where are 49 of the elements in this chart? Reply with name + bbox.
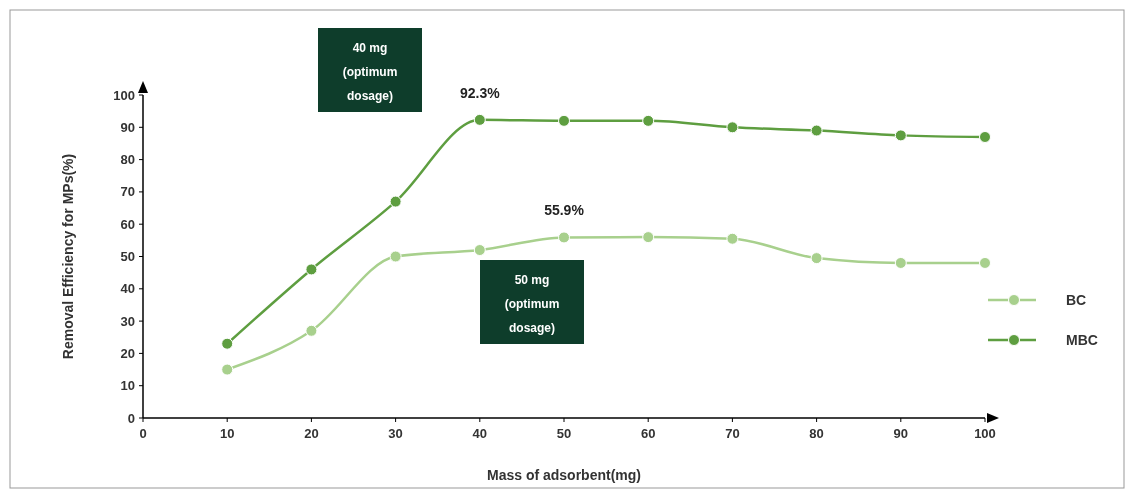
x-tick-label: 50 xyxy=(556,426,572,441)
point xyxy=(473,244,486,257)
x-tick-label: 90 xyxy=(893,426,909,441)
y-tick-label: 80 xyxy=(120,152,135,168)
y-tick-label: 30 xyxy=(120,313,135,329)
point xyxy=(473,113,486,126)
y-tick-label: 20 xyxy=(120,345,135,361)
y-tick-label: 100 xyxy=(113,87,135,103)
legend-label: BC xyxy=(1066,292,1087,308)
y-tick-label: 50 xyxy=(120,249,135,264)
x-tick-label: 100 xyxy=(974,426,996,441)
point xyxy=(810,252,823,265)
legend-label: MBC xyxy=(1066,332,1098,348)
point xyxy=(894,129,907,142)
point xyxy=(305,263,318,276)
annotation: 92.3% xyxy=(459,84,501,101)
x-tick-label: 20 xyxy=(304,426,319,441)
point xyxy=(726,121,739,134)
annotation: 55.9% xyxy=(544,202,585,219)
point xyxy=(558,231,570,244)
y-tick-label: 60 xyxy=(120,216,135,232)
point xyxy=(389,250,402,263)
point xyxy=(558,114,570,127)
point xyxy=(894,256,907,269)
point xyxy=(979,130,991,143)
annotation: 40 mg (optimum dosage) xyxy=(342,41,398,103)
x-tick-label: 80 xyxy=(809,426,824,441)
point xyxy=(221,337,234,350)
annotation: 50 mg (optimum dosage) xyxy=(504,273,560,335)
point xyxy=(305,324,318,337)
y-tick-label: 10 xyxy=(120,378,135,394)
point xyxy=(642,231,655,244)
y-tick-label: 40 xyxy=(120,281,135,297)
x-tick-label: 40 xyxy=(472,426,488,441)
point xyxy=(726,232,739,245)
x-tick-label: 0 xyxy=(139,426,147,441)
x-tick-label: 30 xyxy=(388,426,403,441)
x-tick-label: 10 xyxy=(219,426,235,441)
y-tick-label: 90 xyxy=(120,119,135,135)
y-axis-title: Removal Efficiency for MPs(%) xyxy=(60,153,76,360)
point xyxy=(221,363,234,376)
x-tick-label: 60 xyxy=(640,426,656,441)
point xyxy=(810,124,823,137)
y-tick-label: 0 xyxy=(127,410,135,426)
x-axis-title: Mass of adsorbent(mg) xyxy=(486,467,642,483)
x-tick-label: 70 xyxy=(725,426,740,441)
point xyxy=(642,114,655,127)
point xyxy=(389,195,402,208)
y-tick-label: 70 xyxy=(120,184,135,200)
